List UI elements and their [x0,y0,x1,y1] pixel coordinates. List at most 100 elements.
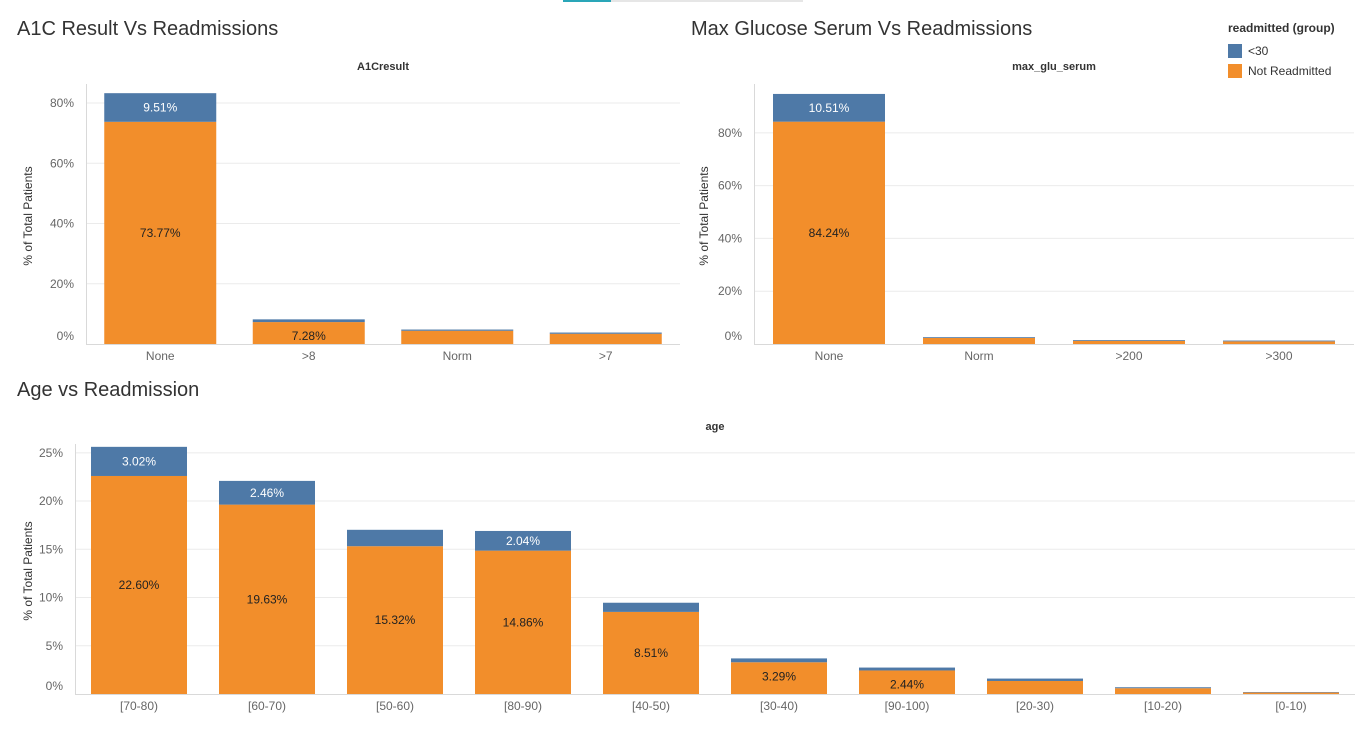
glu-y-tick-label: 20% [718,284,742,298]
age-bar-not-readmitted [1243,692,1339,694]
age-bar-not-readmitted [603,611,699,694]
glu-x-tick-label: >200 [1115,349,1142,363]
age-chart[interactable]: 0% 5% 10% 15% 20% 25% age % of Total Patients 22… [0,410,1366,730]
age-y-tick-label: 25% [39,446,63,460]
a1c-y-tick-label: 80% [50,96,74,110]
glu-y-axis-label: % of Total Patients [697,166,711,265]
legend-item-lt30[interactable]: <30 [1228,41,1335,61]
a1c-y-tick-label: 40% [50,217,74,231]
a1c-bar-lt30 [252,319,365,323]
legend-label-not-readmitted: Not Readmitted [1248,64,1332,78]
glu-bar-lt30 [773,93,885,122]
a1c-data-label-lt30: 9.51% [143,101,177,115]
age-data-label-lt30: 2.04% [506,534,540,548]
age-bar-not-readmitted [1115,688,1211,694]
age-bar-not-readmitted [219,504,315,694]
age-bar-not-readmitted [987,680,1083,694]
a1c-bar-not-readmitted [549,333,662,344]
glu-bar-not-readmitted [1073,340,1185,344]
age-y-axis-label: % of Total Patients [21,521,35,620]
age-data-label-not-readmitted: 2.44% [890,677,924,691]
age-data-label-not-readmitted: 14.86% [503,615,544,629]
age-x-tick-label: [50-60) [376,699,414,713]
age-data-label-not-readmitted: 8.51% [634,646,668,660]
age-data-label-not-readmitted: 19.63% [247,592,288,606]
age-y-tick-label: 10% [39,591,63,605]
legend[interactable]: readmitted (group) <30 Not Readmitted [1228,21,1335,81]
glu-y-tick-label: 0% [725,329,743,343]
a1c-bar-not-readmitted [104,121,217,345]
age-x-tick-label: [70-80) [120,699,158,713]
a1c-data-label-not-readmitted: 73.77% [140,226,181,240]
a1c-x-tick-label: >8 [302,349,316,363]
a1c-y-tick-label: 20% [50,277,74,291]
age-bar-lt30 [603,602,699,612]
age-x-tick-label: [10-20) [1144,699,1182,713]
age-data-label-lt30: 2.46% [250,486,284,500]
age-bar-lt30 [91,446,187,476]
age-x-tick-label: [20-30) [1016,699,1054,713]
age-bar-lt30 [731,658,827,663]
glu-data-label-not-readmitted: 84.24% [809,226,850,240]
age-bar-not-readmitted [859,670,955,694]
age-bar-not-readmitted [91,475,187,694]
max-glucose-chart[interactable]: 0% 20% 40% 60% 80% max_glu_serum % of Total Pa… [690,50,1366,370]
glu-x-tick-label: Norm [964,349,993,363]
glu-bar-not-readmitted [923,337,1035,344]
age-bar-not-readmitted [475,550,571,694]
a1c-bar-lt30 [401,329,514,331]
age-bar-lt30 [475,530,571,551]
age-sheet-title: Age vs Readmission [17,379,200,401]
age-bar-lt30 [1115,687,1211,689]
glu-y-tick-label: 80% [718,126,742,140]
a1c-bar-lt30 [549,332,662,334]
a1c-bar-not-readmitted [252,322,365,344]
legend-swatch-not-readmitted [1228,64,1242,78]
a1c-result-chart[interactable]: 0% 20% 40% 60% 80% A1Cresult % of Total Patien… [0,50,690,370]
a1c-x-tick-label: >7 [599,349,613,363]
a1c-y-tick-label: 0% [57,329,75,343]
age-x-tick-label: [90-100) [885,699,930,713]
a1c-bar-not-readmitted [401,330,514,344]
a1c-x-tick-label: Norm [443,349,472,363]
legend-title: readmitted (group) [1228,21,1335,35]
glucose-sheet-title: Max Glucose Serum Vs Readmissions [691,18,1033,40]
age-y-tick-label: 20% [39,494,63,508]
a1c-sheet-title: A1C Result Vs Readmissions [17,18,279,40]
glu-y-tick-label: 60% [718,179,742,193]
age-y-tick-label: 15% [39,542,63,556]
age-data-label-lt30: 3.02% [122,454,156,468]
age-data-label-not-readmitted: 15.32% [375,613,416,627]
age-bar-lt30 [987,678,1083,681]
active-tab-accent [563,0,611,2]
sheet-tab-indicator [563,0,803,2]
glu-bar-not-readmitted [773,121,885,344]
age-x-tick-label: [60-70) [248,699,286,713]
age-x-tick-label: [40-50) [632,699,670,713]
glu-bar-lt30 [1223,340,1335,342]
a1c-bar-lt30 [104,93,217,122]
age-y-tick-label: 5% [46,639,64,653]
a1c-y-tick-label: 60% [50,156,74,170]
age-x-field-label: age [706,421,725,433]
a1c-x-field-label: A1Cresult [357,61,409,73]
age-x-tick-label: [0-10) [1275,699,1306,713]
age-bar-not-readmitted [347,546,443,694]
age-bar-not-readmitted [731,662,827,694]
legend-label-lt30: <30 [1248,44,1269,58]
legend-item-not-readmitted[interactable]: Not Readmitted [1228,61,1335,81]
a1c-data-label-not-readmitted: 7.28% [292,329,326,343]
age-bar-lt30 [347,529,443,547]
glu-x-field-label: max_glu_serum [1012,61,1096,73]
glu-bar-lt30 [1073,340,1185,341]
glu-x-tick-label: >300 [1265,349,1292,363]
glu-x-tick-label: None [815,349,844,363]
legend-swatch-lt30 [1228,44,1242,58]
age-x-tick-label: [30-40) [760,699,798,713]
age-x-tick-label: [80-90) [504,699,542,713]
age-bar-lt30 [859,667,955,671]
a1c-y-axis-label: % of Total Patients [21,166,35,265]
glu-data-label-lt30: 10.51% [809,101,850,115]
age-data-label-not-readmitted: 22.60% [119,578,160,592]
